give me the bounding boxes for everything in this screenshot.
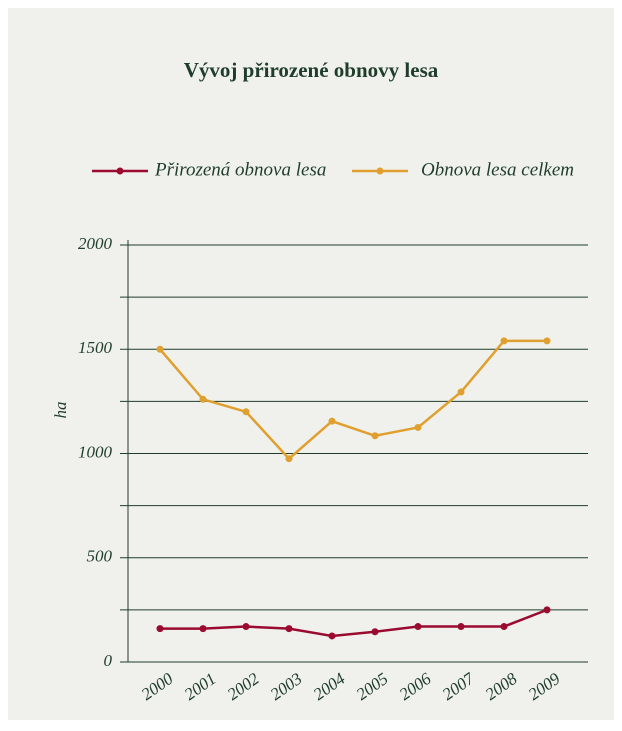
data-point [156,345,164,353]
data-point [156,625,164,633]
data-point [285,625,293,633]
legend-label: Přirozená obnova lesa [154,159,326,180]
y-tick-label: 1000 [78,442,113,461]
legend-label: Obnova lesa celkem [421,159,574,180]
chart-background [8,8,614,720]
series-line [159,339,547,461]
data-point [500,623,508,631]
y-tick-label: 2000 [78,234,113,253]
data-point [457,388,465,396]
data-point [199,395,207,403]
data-point [328,632,336,640]
y-axis-label: ha [51,402,70,419]
data-point [242,623,250,631]
series-line [160,608,548,638]
data-point [543,606,551,614]
data-point [199,625,207,633]
data-point [500,337,508,345]
data-point [285,455,293,463]
data-point [543,337,551,345]
data-point [328,417,336,425]
data-point [371,432,379,440]
data-point [414,623,422,631]
y-tick-label: 500 [87,547,113,566]
data-point [242,408,250,416]
legend-marker [376,167,384,175]
y-tick-label: 1500 [78,338,113,357]
chart-title: Vývoj přirozené obnovy lesa [184,58,439,82]
data-point [414,423,422,431]
legend-marker [116,167,124,175]
data-point [457,623,465,631]
y-tick-label: 0 [104,651,113,670]
data-point [371,628,379,636]
